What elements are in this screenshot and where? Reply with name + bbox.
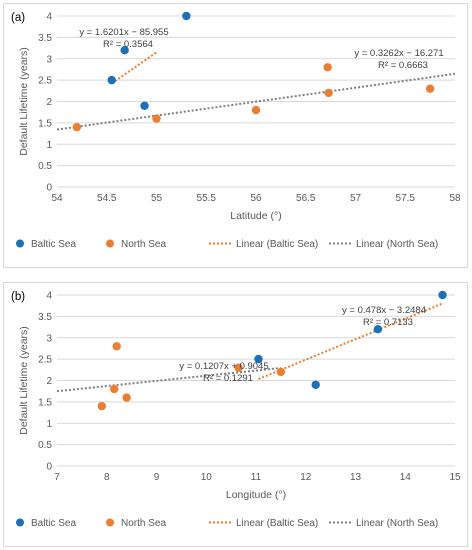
y-tick-label: 1.5 [38,397,52,408]
data-point-baltic [373,325,383,334]
legend-label: Linear (Baltic Sea) [236,239,318,250]
data-point-baltic [438,290,447,300]
legend-marker [16,518,24,527]
y-tick-label: 4 [46,291,52,302]
trendline-r2: R² = 0.7133 [363,317,413,328]
data-point-north [152,114,161,123]
chart-a-svg: 0 0.5 1 1.5 2 2.5 3 3.5 4 54 54.5 55 55.5 56 56.5 57 57.… [11,11,461,251]
legend-marker [106,518,114,527]
x-axis-title: Longitude (°) [226,489,286,501]
data-point-baltic [140,101,149,110]
x-tick-label: 14 [400,472,412,483]
data-point-north [97,401,106,411]
legend-label: Linear (Baltic Sea) [236,518,318,529]
y-tick-label: 1 [46,419,52,430]
legend-marker [106,239,114,248]
x-tick-label: 9 [154,472,160,483]
y-tick-label: 2 [46,376,52,387]
x-axis-title: Latitude (°) [230,210,281,222]
y-tick-label: 3 [46,54,52,65]
data-point-north [323,63,332,72]
x-tick-label: 55.5 [197,193,217,204]
y-tick-label: 0 [46,183,52,194]
x-tick-label: 11 [251,472,262,483]
data-point-north [122,393,131,402]
trendline-equation: y = 0.478x − 3.2484 [342,305,426,316]
legend-label: Linear (North Sea) [356,518,438,529]
data-point-north [112,342,121,351]
x-tick-label: 54 [51,193,63,204]
data-point-north [110,384,119,394]
legend-label: Baltic Sea [31,518,76,529]
x-tick-label: 7 [54,472,60,483]
data-point-baltic [182,11,191,21]
y-tick-label: 0.5 [38,161,52,172]
trendline-r2: R² = 0.3564 [103,39,153,50]
legend-marker [16,239,24,248]
x-tick-label: 57 [350,193,362,204]
trendline-baltic [111,51,158,85]
data-point-north [276,367,286,377]
legend-label: North Sea [121,239,166,250]
y-tick-label: 3 [46,333,52,344]
y-tick-label: 3.5 [38,33,52,44]
trendline-north [56,72,456,131]
trendline-north [56,366,281,393]
y-tick-label: 0 [46,462,52,473]
trendline-r2: R² = 0.1291 [203,373,253,384]
y-tick-label: 4 [46,12,52,23]
x-tick-label: 56 [250,193,262,204]
data-point-north [234,363,243,372]
x-tick-label: 55 [151,193,163,204]
x-tick-label: 12 [300,472,312,483]
data-point-baltic [311,380,320,389]
trendline-equation: y = 1.6201x − 85.955 [79,27,168,38]
y-axis-title: Default Lifetime (years) [18,47,30,156]
chart-panel-a: 0 0.5 1 1.5 2 2.5 3 3.5 4 54 54.5 55 55.5 56 56.5 57 57.… [3,3,468,268]
panel-label: (b) [11,291,25,303]
y-axis-title: Default Lifetime (years) [18,326,30,435]
x-tick-label: 57.5 [396,193,416,204]
y-tick-label: 3.5 [38,312,52,323]
chart-panel-b: 0 0.5 1 1.5 2 2.5 3 3.5 4 7 8 9 10 11 12 13 14 15 Longitud… [3,282,468,547]
trendline-r2: R² = 0.6663 [378,60,428,71]
legend-label: Baltic Sea [31,239,76,250]
data-point-north [425,84,435,93]
trendline-baltic [258,302,443,380]
x-tick-label: 58 [449,193,461,204]
y-tick-label: 1.5 [38,118,52,129]
y-tick-label: 0.5 [38,440,52,451]
x-tick-label: 8 [104,472,110,483]
x-tick-label: 13 [350,472,362,483]
data-point-baltic [254,354,263,364]
data-point-north [251,105,261,115]
legend-label: Linear (North Sea) [356,239,438,250]
y-tick-label: 2 [46,97,52,108]
y-tick-label: 2.5 [38,355,52,366]
x-tick-label: 10 [201,472,213,483]
data-point-baltic [107,75,116,85]
y-tick-label: 1 [46,140,52,151]
x-tick-label: 15 [449,472,461,483]
trendline-equation: y = 0.1207x + 0.9045 [179,361,268,372]
legend-label: North Sea [121,518,166,529]
panel-label: (a) [11,12,25,24]
x-tick-label: 56.5 [296,193,316,204]
data-point-north [72,122,82,132]
chart-b-svg: 0 0.5 1 1.5 2 2.5 3 3.5 4 7 8 9 10 11 12 13 14 15 Longitud… [11,290,461,530]
data-point-baltic [120,46,129,55]
trendline-equation: y = 0.3262x − 16.271 [354,48,443,59]
x-tick-label: 54.5 [97,193,117,204]
y-tick-label: 2.5 [38,76,52,87]
data-point-north [324,88,333,98]
